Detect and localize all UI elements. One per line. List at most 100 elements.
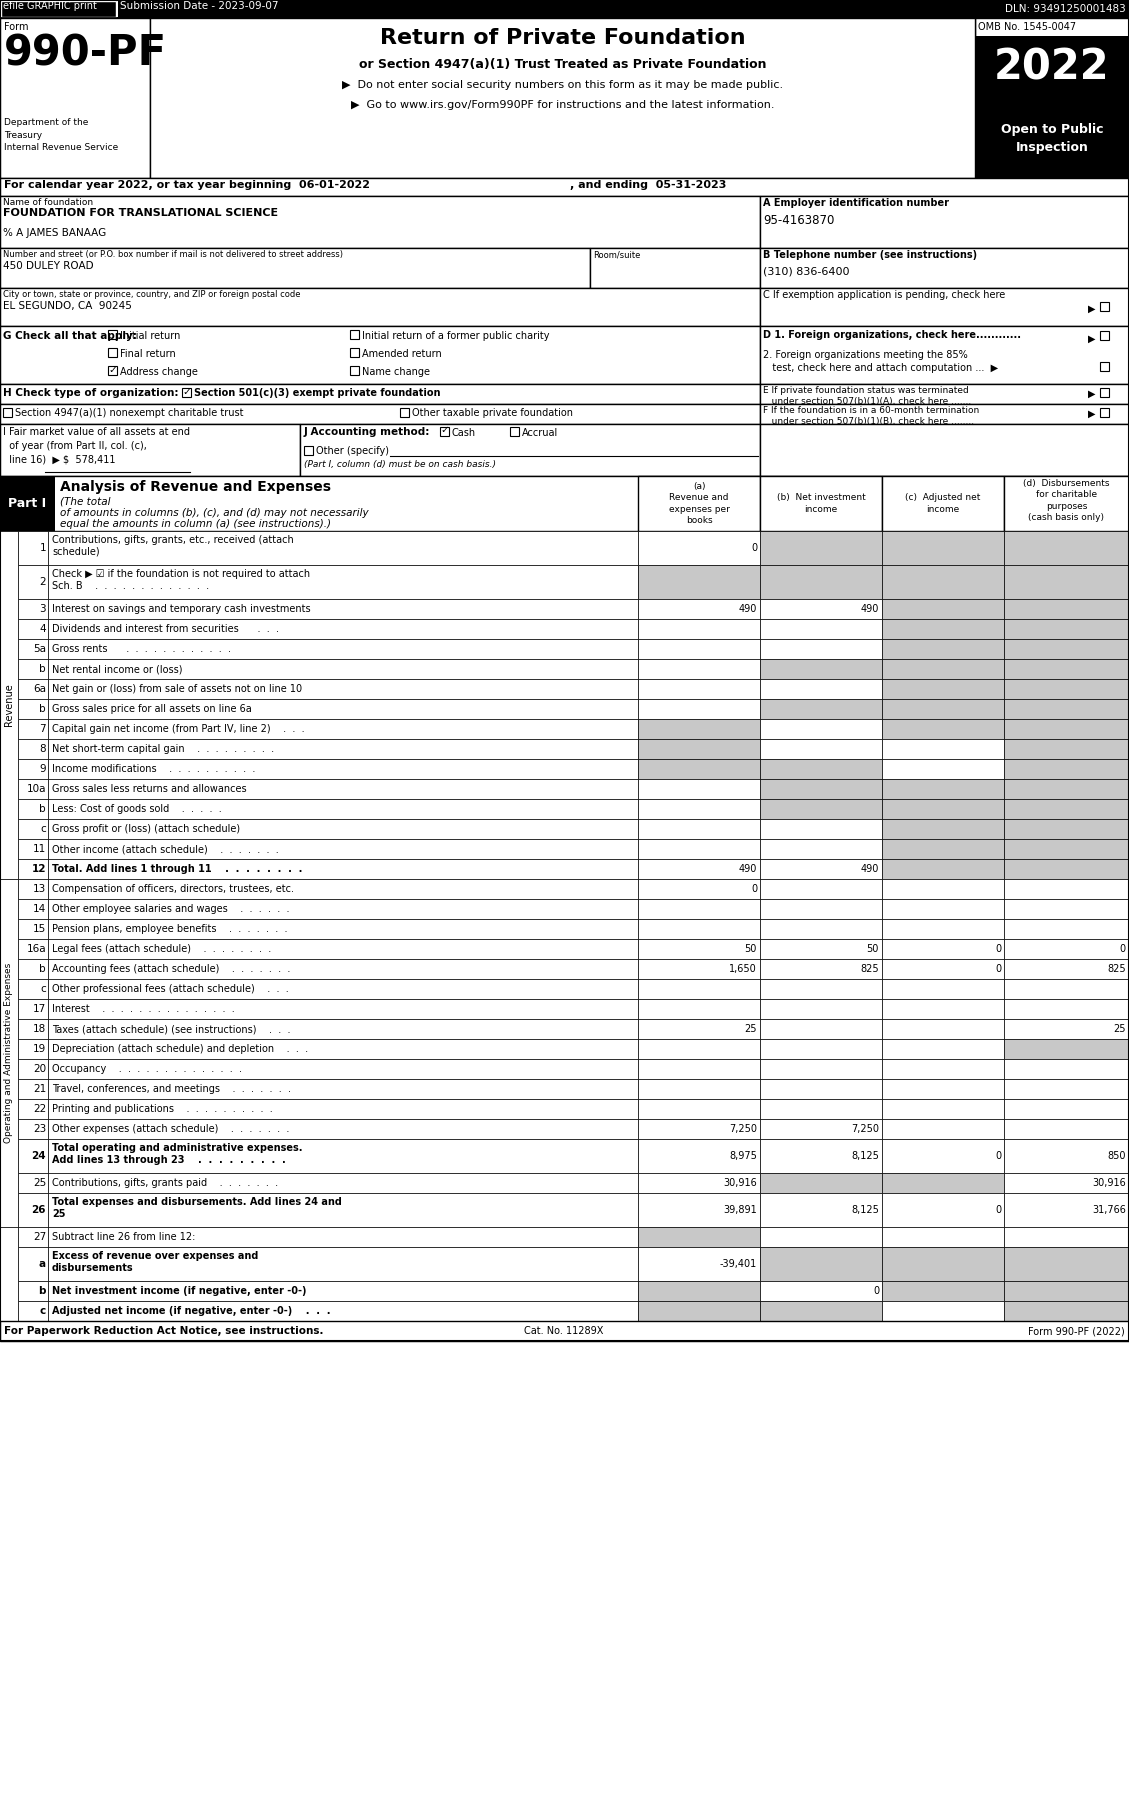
Bar bbox=[0, 879, 18, 1226]
Text: 990-PF: 990-PF bbox=[5, 32, 167, 76]
Text: b: b bbox=[40, 663, 46, 674]
Text: ✓: ✓ bbox=[183, 387, 191, 397]
Bar bbox=[760, 660, 882, 680]
Text: 1: 1 bbox=[40, 543, 46, 554]
Text: H Check type of organization:: H Check type of organization: bbox=[3, 388, 178, 397]
Text: Net investment income (if negative, enter -0-): Net investment income (if negative, ente… bbox=[52, 1286, 306, 1296]
Bar bbox=[638, 1172, 760, 1194]
Text: 5a: 5a bbox=[33, 644, 46, 654]
Bar bbox=[1100, 361, 1109, 370]
Text: Travel, conferences, and meetings    .  .  .  .  .  .  .: Travel, conferences, and meetings . . . … bbox=[52, 1084, 291, 1093]
Text: 490: 490 bbox=[860, 865, 879, 874]
Bar bbox=[638, 798, 760, 820]
Text: Check ▶ ☑ if the foundation is not required to attach: Check ▶ ☑ if the foundation is not requi… bbox=[52, 568, 310, 579]
Bar bbox=[882, 1099, 1004, 1118]
Bar bbox=[1004, 660, 1129, 680]
Text: 850: 850 bbox=[1108, 1151, 1126, 1162]
Bar bbox=[350, 349, 359, 358]
Bar bbox=[638, 1280, 760, 1302]
Bar bbox=[1100, 408, 1109, 417]
Bar bbox=[49, 1172, 638, 1194]
Text: 7,250: 7,250 bbox=[851, 1124, 879, 1135]
Bar bbox=[760, 798, 882, 820]
Bar bbox=[882, 899, 1004, 919]
Text: Other taxable private foundation: Other taxable private foundation bbox=[412, 408, 574, 417]
Bar bbox=[182, 388, 191, 397]
Bar bbox=[882, 530, 1004, 565]
Bar bbox=[18, 565, 49, 599]
Text: 16a: 16a bbox=[26, 944, 46, 955]
Text: Revenue: Revenue bbox=[5, 683, 14, 726]
Bar bbox=[1004, 476, 1129, 530]
Bar bbox=[882, 919, 1004, 939]
Bar bbox=[1004, 978, 1129, 1000]
Text: (The total: (The total bbox=[60, 496, 111, 507]
Text: For Paperwork Reduction Act Notice, see instructions.: For Paperwork Reduction Act Notice, see … bbox=[5, 1325, 324, 1336]
Text: D 1. Foreign organizations, check here............: D 1. Foreign organizations, check here..… bbox=[763, 331, 1021, 340]
Bar bbox=[882, 660, 1004, 680]
Bar bbox=[760, 899, 882, 919]
Text: c: c bbox=[41, 823, 46, 834]
Text: 21: 21 bbox=[33, 1084, 46, 1093]
Bar bbox=[760, 565, 882, 599]
Bar bbox=[108, 349, 117, 358]
Text: -39,401: -39,401 bbox=[720, 1259, 758, 1269]
Bar bbox=[760, 1079, 882, 1099]
Bar bbox=[760, 759, 882, 779]
Bar bbox=[760, 1248, 882, 1280]
Bar bbox=[49, 1138, 638, 1172]
Bar bbox=[1004, 779, 1129, 798]
Bar bbox=[638, 1138, 760, 1172]
Bar bbox=[49, 939, 638, 958]
Text: Cat. No. 11289X: Cat. No. 11289X bbox=[524, 1325, 604, 1336]
Text: 8: 8 bbox=[40, 744, 46, 753]
Text: (c)  Adjusted net
income: (c) Adjusted net income bbox=[905, 493, 981, 514]
Bar bbox=[975, 18, 1129, 178]
Text: Accrual: Accrual bbox=[522, 428, 558, 439]
Bar bbox=[760, 1226, 882, 1248]
Bar bbox=[1004, 638, 1129, 660]
Bar bbox=[638, 1302, 760, 1322]
Text: 20: 20 bbox=[33, 1064, 46, 1073]
Bar bbox=[638, 1059, 760, 1079]
Text: Income modifications    .  .  .  .  .  .  .  .  .  .: Income modifications . . . . . . . . . . bbox=[52, 764, 255, 773]
Text: 25: 25 bbox=[33, 1178, 46, 1188]
Text: 6a: 6a bbox=[33, 683, 46, 694]
Bar bbox=[882, 1138, 1004, 1172]
Text: Capital gain net income (from Part IV, line 2)    .  .  .: Capital gain net income (from Part IV, l… bbox=[52, 725, 305, 734]
Bar bbox=[18, 779, 49, 798]
Bar bbox=[760, 680, 882, 699]
Bar bbox=[1100, 388, 1109, 397]
Bar bbox=[49, 1039, 638, 1059]
Bar bbox=[18, 939, 49, 958]
Text: of amounts in columns (b), (c), and (d) may not necessarily: of amounts in columns (b), (c), and (d) … bbox=[60, 509, 369, 518]
Bar bbox=[1004, 565, 1129, 599]
Text: Pension plans, employee benefits    .  .  .  .  .  .  .: Pension plans, employee benefits . . . .… bbox=[52, 924, 288, 933]
Bar bbox=[882, 1019, 1004, 1039]
Text: Initial return of a former public charity: Initial return of a former public charit… bbox=[362, 331, 550, 342]
Bar bbox=[108, 331, 117, 340]
Bar bbox=[882, 1172, 1004, 1194]
Text: Analysis of Revenue and Expenses: Analysis of Revenue and Expenses bbox=[60, 480, 331, 494]
Bar bbox=[18, 739, 49, 759]
Text: 27: 27 bbox=[33, 1232, 46, 1242]
Bar bbox=[638, 1099, 760, 1118]
Bar bbox=[18, 719, 49, 739]
Bar bbox=[1004, 530, 1129, 565]
Bar bbox=[0, 178, 1129, 196]
Bar bbox=[760, 1138, 882, 1172]
Bar bbox=[1100, 331, 1109, 340]
Bar bbox=[0, 325, 760, 385]
Bar bbox=[590, 248, 760, 288]
Bar bbox=[304, 446, 313, 455]
Bar bbox=[760, 779, 882, 798]
Text: Final return: Final return bbox=[120, 349, 176, 360]
Bar bbox=[1004, 719, 1129, 739]
Bar bbox=[510, 426, 519, 435]
Text: 9: 9 bbox=[40, 764, 46, 773]
Bar bbox=[49, 1059, 638, 1079]
Text: Gross sales price for all assets on line 6a: Gross sales price for all assets on line… bbox=[52, 705, 252, 714]
Text: Other professional fees (attach schedule)    .  .  .: Other professional fees (attach schedule… bbox=[52, 984, 289, 994]
Bar bbox=[760, 958, 882, 978]
Text: Name change: Name change bbox=[362, 367, 430, 378]
